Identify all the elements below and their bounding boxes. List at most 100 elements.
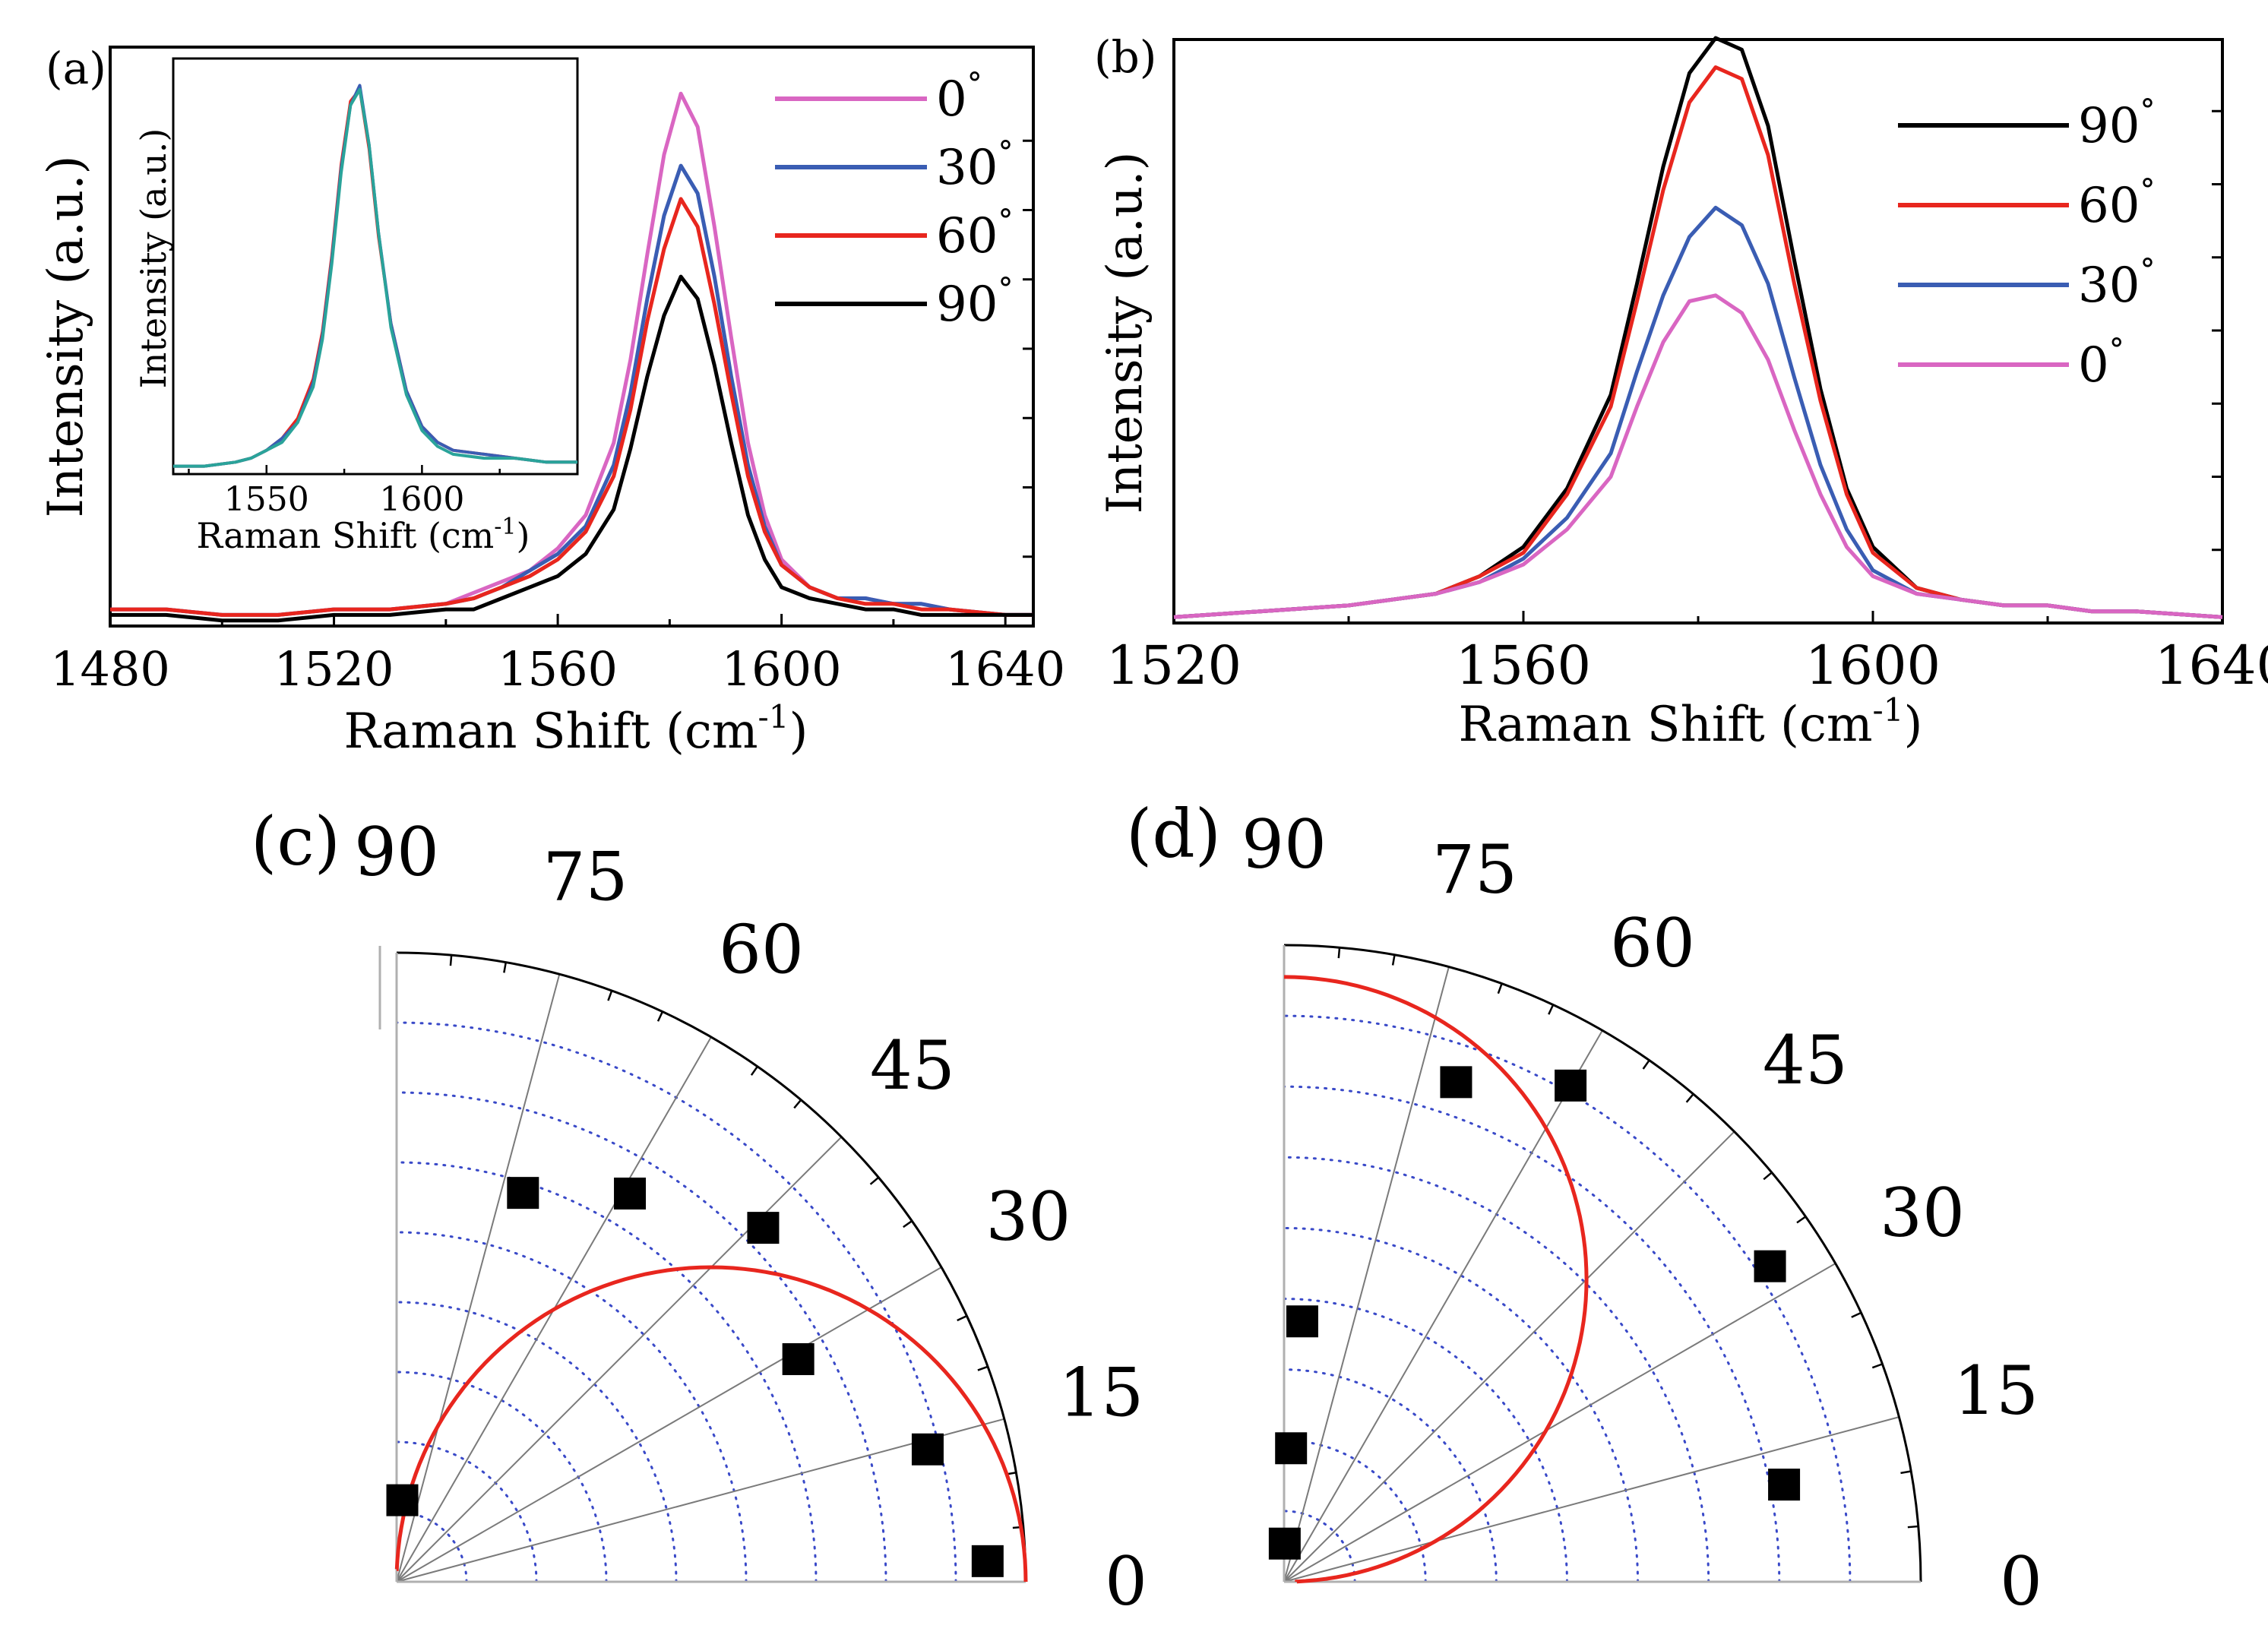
- x-tick-label: 1600: [722, 641, 842, 697]
- legend-label-30: 30°: [2078, 253, 2155, 314]
- polar-arc-tick: [1851, 1311, 1862, 1318]
- polar-outer-arc: [1283, 944, 1922, 1583]
- polar-arc-tick: [607, 990, 613, 1001]
- series-line-30: [1173, 205, 2223, 619]
- panel-b-x-axis-title-sup: -1: [1873, 691, 1904, 729]
- inset-x-axis-title: Raman Shift (cm-1): [197, 514, 530, 556]
- polar-data-point: [1440, 1066, 1472, 1099]
- polar-data-point: [614, 1177, 647, 1210]
- polar-arc-tick: [1642, 1059, 1650, 1070]
- panel-a-frame: [109, 46, 1035, 628]
- x-tick-label: 1520: [274, 641, 394, 697]
- panel-c-label: (c): [251, 802, 340, 881]
- polar-arc-tick: [656, 1011, 664, 1022]
- panel-b-x-axis-title-close: ): [1903, 697, 1922, 753]
- polar-radial-line: [1283, 966, 1450, 1583]
- polar-arc-tick: [1337, 947, 1341, 959]
- panel-d-label: (d): [1126, 795, 1221, 873]
- polar-angle-label: 45: [870, 1026, 955, 1105]
- legend-label-value: 0: [936, 71, 967, 128]
- panel-b-x-tick-labels: 1520 1560 1600 1640: [1106, 634, 2268, 697]
- legend-label-degree: °: [2140, 253, 2155, 288]
- panel-a-x-axis-title-sup: -1: [758, 698, 789, 735]
- x-tick-label: 1640: [945, 641, 1065, 697]
- panel-b-y-axis-title: Intensity (a.u.): [1097, 152, 1153, 514]
- polar-arc-tick: [1391, 954, 1396, 966]
- polar-grid-ring: [395, 1231, 748, 1583]
- polar-arc-tick: [503, 962, 508, 973]
- panel-a-x-axis-title: Raman Shift (cm-1): [344, 698, 808, 760]
- legend-label-value: 30: [936, 140, 998, 196]
- panel-c: (c) 0 15 30 45 60 75 90: [251, 802, 1147, 1621]
- polar-fit-curve: [1283, 975, 1589, 1584]
- polar-data-point: [386, 1484, 419, 1516]
- polar-data-point: [1754, 1250, 1786, 1282]
- series-line-0: [1173, 293, 2223, 619]
- series-line-90: [110, 274, 1033, 623]
- inset-ticks: 1550 1600: [188, 465, 501, 519]
- polar-arc-tick: [957, 1314, 967, 1322]
- x-tick-label: 1520: [1106, 634, 1242, 697]
- legend-label-60: 60°: [936, 204, 1013, 264]
- polar-radial-line: [396, 1418, 1005, 1583]
- polar-angle-label: 60: [719, 911, 804, 989]
- panel-a-inset: 1550 1600 Intensity (a.u.) Raman Shift (c…: [133, 57, 579, 556]
- polar-angle-label: 15: [1953, 1352, 2039, 1430]
- panel-d: (d) 0 15 30 45 60 75 90: [1126, 795, 2042, 1621]
- inset-series-line: [173, 87, 577, 468]
- panel-a-x-tick-labels: 1480 1520 1560 1600 1640: [50, 641, 1065, 697]
- legend-label-degree: °: [998, 135, 1013, 170]
- legend-label-degree: °: [998, 204, 1013, 239]
- panel-c-polar-plot: 0 15 30 45 60 75 90: [354, 813, 1147, 1621]
- polar-angle-label: 90: [354, 813, 439, 891]
- panel-b: (b) 1520 1560 1600 1640 Intensity (a.u.) Ra…: [1094, 31, 2268, 753]
- inset-series: [173, 84, 577, 468]
- polar-angle-label: 45: [1763, 1021, 1848, 1099]
- polar-arc-tick: [793, 1099, 802, 1109]
- polar-radial-line: [1283, 1029, 1603, 1583]
- legend-label-30: 30°: [936, 135, 1013, 196]
- legend-label-degree: °: [2140, 173, 2155, 208]
- inset-x-tick-label: 1600: [379, 480, 464, 519]
- polar-radial-line: [396, 1266, 942, 1583]
- polar-angle-label: 30: [1880, 1174, 1965, 1252]
- panel-a-label: (a): [46, 43, 106, 94]
- inset-frame: [172, 57, 579, 476]
- legend-label-90: 90°: [936, 272, 1013, 333]
- panel-a-x-axis-title-close: ): [789, 704, 808, 760]
- polar-data-point: [782, 1342, 815, 1375]
- legend-label-value: 60: [936, 208, 998, 264]
- legend-label-degree: °: [998, 272, 1013, 307]
- polar-arc-tick: [1871, 1363, 1883, 1369]
- polar-outer-arc: [396, 951, 1027, 1583]
- inset-x-axis-title-main: Raman Shift (cm: [197, 515, 495, 556]
- legend-label-60: 60°: [2078, 173, 2155, 234]
- polar-data-point: [1286, 1305, 1318, 1338]
- polar-grid-ring: [1283, 1298, 1568, 1583]
- polar-data-point: [507, 1177, 539, 1210]
- polar-data-point: [1268, 1527, 1301, 1560]
- polar-grid-ring: [1283, 1085, 1781, 1583]
- panel-b-label: (b): [1094, 31, 1156, 83]
- polar-fit-curve: [394, 1265, 1028, 1583]
- polar-arc-tick: [1907, 1525, 1918, 1529]
- polar-angle-label: 75: [542, 838, 628, 916]
- panel-a-legend: 0°30°60°90°: [775, 67, 1013, 333]
- polar-data-point: [971, 1545, 1004, 1577]
- panel-b-series: [1173, 36, 2223, 619]
- x-tick-label: 1480: [50, 641, 170, 697]
- panel-a-y-axis-title: Intensity (a.u.): [38, 156, 94, 518]
- legend-label-degree: °: [2109, 333, 2124, 368]
- polar-arc-tick: [1763, 1172, 1773, 1181]
- legend-label-value: 90: [2078, 98, 2140, 154]
- inset-x-axis-title-sup: -1: [494, 514, 516, 540]
- polar-grid-ring: [395, 1161, 818, 1583]
- polar-angle-label: 30: [985, 1178, 1071, 1256]
- polar-angle-label: 0: [1105, 1542, 1147, 1621]
- legend-label-value: 30: [2078, 258, 2140, 314]
- polar-angle-label: 60: [1610, 904, 1695, 982]
- polar-angle-label: 15: [1058, 1354, 1143, 1432]
- panel-a: (a) 1480 1520 1560 1600 1640 Intensity (a.u.…: [38, 43, 1065, 760]
- panel-b-ticks: [1172, 109, 2224, 623]
